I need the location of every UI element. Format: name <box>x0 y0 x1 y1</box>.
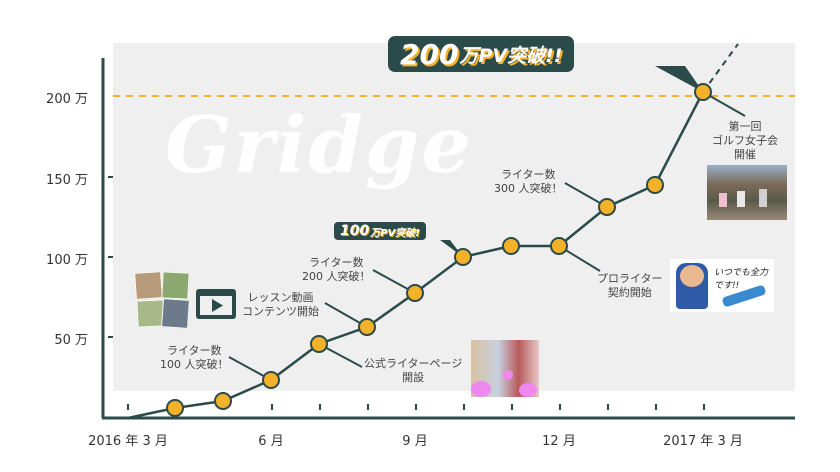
x-label-12: 12 月 <box>542 434 576 449</box>
annotation-writers-300: ライター数 300 人突破！ <box>494 168 563 196</box>
y-label-200: 200 万 <box>46 92 88 107</box>
x-label-06: 6 月 <box>258 434 284 449</box>
annot-line: レッスン動画 <box>247 291 314 304</box>
mascot-caption: いつでも全力です!! <box>714 268 769 291</box>
x-label-2016-03: 2016 年 3 月 <box>88 434 168 449</box>
writers-photo-collage <box>134 271 190 329</box>
video-play-icon <box>196 289 236 319</box>
annotation-golf-women: 第一回 ゴルフ女子会 開催 <box>712 120 778 162</box>
pv-markers <box>166 83 712 417</box>
gridge-logo-watermark: Gridge <box>165 100 474 191</box>
annotation-official-page: 公式ライターページ 開設 <box>364 357 462 385</box>
pro-writer-mascot: いつでも全力です!! <box>670 259 774 312</box>
annot-line: 300 人突破！ <box>494 182 563 195</box>
annot-line: 開設 <box>402 371 425 384</box>
annot-line: 公式ライターページ <box>364 357 463 370</box>
badge-1m-pv: 100 万PV突破! <box>334 222 426 240</box>
projection-line <box>702 43 739 93</box>
y-ticks <box>108 176 113 338</box>
annot-line: 200 人突破！ <box>302 270 371 283</box>
annot-line: プロライター <box>597 272 663 285</box>
annot-line: 開催 <box>734 148 756 161</box>
annot-line: ライター数 <box>308 256 364 269</box>
annotation-pro-writer: プロライター 契約開始 <box>597 272 663 300</box>
y-label-100: 100 万 <box>46 253 88 268</box>
y-label-150: 150 万 <box>46 173 88 188</box>
y-label-50: 50 万 <box>54 333 88 348</box>
annot-line: 100 人突破！ <box>160 358 229 371</box>
badge-big-num: 200 <box>400 37 459 71</box>
badge-2m-pv: 200 万PV突破!! <box>388 36 575 72</box>
x-label-09: 9 月 <box>402 434 428 449</box>
annotation-lesson-video: レッスン動画 コンテンツ開始 <box>242 291 319 319</box>
badge-small-suffix: 万PV突破! <box>370 227 420 239</box>
annotation-connectors <box>228 91 746 381</box>
annot-line: ライター数 <box>166 344 222 357</box>
annot-line: 第一回 <box>728 120 762 133</box>
annotation-writers-100: ライター数 100 人突破！ <box>160 344 229 372</box>
badge-big-pointer <box>655 66 703 92</box>
golf-event-photo <box>707 165 787 220</box>
annot-line: ゴルフ女子会 <box>712 134 778 147</box>
x-label-2017-03: 2017 年 3 月 <box>663 434 743 449</box>
official-page-photo <box>471 340 539 397</box>
plot-area <box>113 43 795 391</box>
badge-small-num: 100 <box>340 223 370 239</box>
annot-line: 契約開始 <box>607 286 652 299</box>
x-ticks <box>127 404 705 410</box>
annot-line: ライター数 <box>500 168 556 181</box>
badge-big-suffix: 万PV突破!! <box>459 44 563 67</box>
annot-line: コンテンツ開始 <box>242 305 319 318</box>
annotation-writers-200: ライター数 200 人突破！ <box>302 256 371 284</box>
